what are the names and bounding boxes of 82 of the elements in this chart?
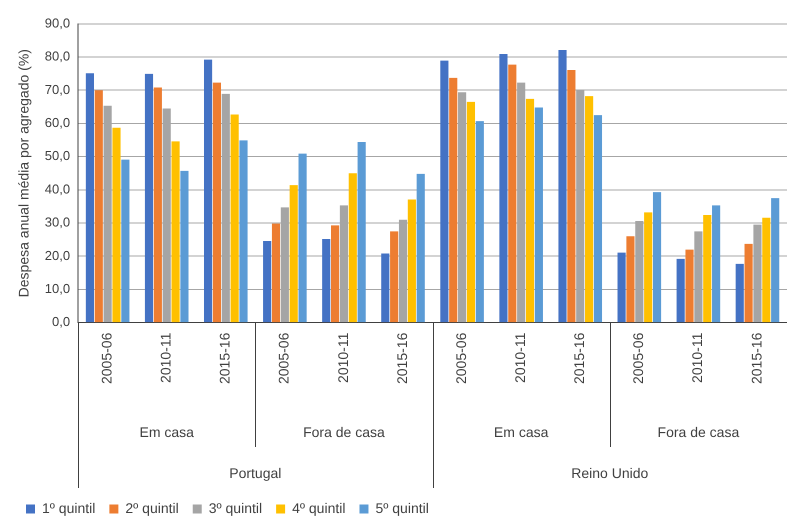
bar (526, 98, 534, 322)
x-tick-label: 2010-11 (334, 332, 351, 383)
bar (440, 60, 448, 322)
bar (358, 142, 366, 322)
bar (585, 96, 594, 322)
x-tick-label: 2015-16 (571, 332, 588, 384)
bar (172, 141, 180, 322)
bar (712, 205, 720, 322)
bar (263, 240, 272, 322)
bar (744, 244, 753, 322)
x-tick-label: 2015-16 (216, 332, 233, 384)
x-tick-label: 2005-06 (98, 332, 114, 384)
bar (180, 170, 189, 322)
bar (212, 82, 222, 322)
text: Em casa (494, 424, 549, 440)
x-tick-label: 2015-16 (394, 332, 410, 384)
y-tick-label: 70,0 (44, 82, 70, 97)
bar (476, 121, 484, 322)
y-tick-label: 80,0 (44, 48, 70, 64)
y-tick-label: 20,0 (44, 248, 70, 263)
bar (322, 238, 330, 322)
bar (449, 78, 458, 322)
x-tick-label: 2010-11 (512, 332, 528, 383)
legend-label: 2º quintil (125, 500, 179, 516)
bar (626, 236, 635, 322)
y-axis-title: Despesa anual média por agregado (%) (15, 49, 32, 298)
y-tick-label: 60,0 (44, 114, 70, 130)
legend-label: 1º quintil (42, 500, 96, 516)
y-tick-label: 30,0 (44, 214, 70, 230)
bar (466, 102, 476, 322)
x-tick-label: 2005-06 (452, 332, 469, 384)
x-tick-label: 2010-11 (158, 332, 174, 383)
bar (144, 74, 154, 322)
bar (331, 225, 340, 322)
x-tick-label: 2010-11 (689, 332, 706, 383)
bar (112, 128, 121, 322)
bar (685, 250, 694, 322)
bar (567, 70, 576, 322)
y-tick-label: 40,0 (44, 181, 70, 196)
bar (348, 173, 357, 322)
bar (499, 54, 508, 322)
text: Fora de casa (658, 424, 740, 440)
bar (94, 90, 103, 322)
legend-label: 5º quintil (375, 500, 429, 516)
bar (272, 224, 280, 322)
text: Em casa (139, 424, 194, 440)
bar (154, 88, 162, 322)
x-tick-label: 2015-16 (748, 332, 764, 384)
x-tick-label: 2005-06 (276, 332, 292, 384)
text: Fora de casa (303, 424, 386, 440)
bar (644, 212, 652, 322)
bar (594, 115, 602, 322)
bar (676, 258, 685, 322)
bar (408, 199, 416, 322)
y-tick-label: 0,0 (52, 314, 70, 330)
bar (762, 218, 770, 322)
bar (508, 64, 516, 322)
bar (298, 154, 307, 322)
bar (390, 231, 398, 322)
bar (736, 264, 744, 322)
bar (239, 140, 248, 322)
text: Portugal (229, 464, 282, 481)
bar (652, 192, 662, 322)
bar (290, 185, 298, 322)
bar (381, 254, 390, 322)
bar (204, 60, 212, 322)
bar (416, 174, 425, 322)
text: Reino Unido (571, 464, 649, 481)
x-tick-label: 2005-06 (630, 332, 646, 384)
bar (86, 73, 94, 322)
bar (121, 160, 130, 322)
bar (618, 252, 626, 322)
legend-label: 4º quintil (292, 500, 346, 516)
bar (558, 50, 567, 322)
legend-label: 3º quintil (208, 500, 262, 516)
y-tick-label: 10,0 (44, 280, 70, 296)
bar (771, 198, 780, 322)
bar (534, 107, 543, 322)
bar (703, 215, 712, 322)
y-tick-label: 50,0 (44, 148, 70, 164)
y-tick-label: 90,0 (44, 15, 70, 30)
bar (230, 114, 239, 322)
